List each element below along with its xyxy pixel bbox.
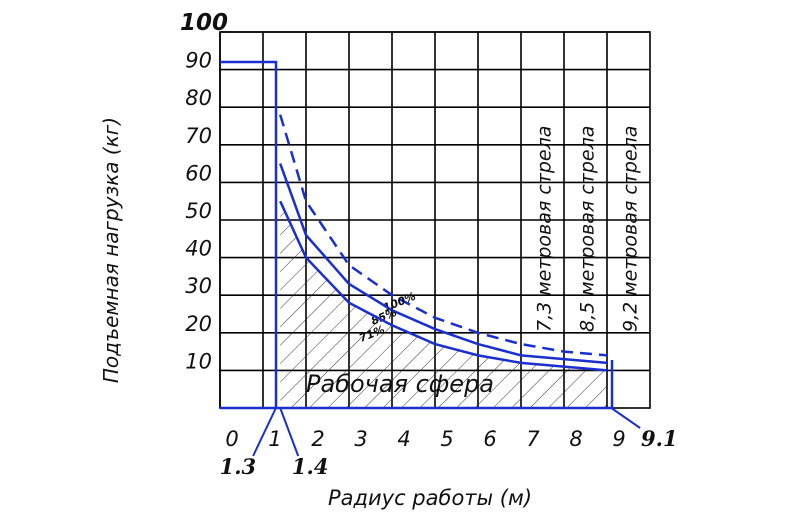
series-line [279, 200, 608, 372]
special-tick-label: 1.3 [220, 454, 257, 479]
x-tick-label: 0 [225, 427, 238, 451]
x-tick-label: 7 [526, 427, 540, 451]
y-tick-label: 40 [185, 237, 212, 261]
boom-label: 7,3 метровая стрела [534, 126, 556, 332]
special-tick-label: 9.1 [641, 426, 678, 451]
y-tick-label: 30 [185, 274, 212, 298]
special-tick [279, 407, 300, 457]
y-tick-label: 60 [185, 161, 212, 185]
x-tick-label: 3 [354, 427, 367, 451]
x-axis-label: Радиус работы (м) [328, 486, 532, 510]
y-tick-label: 20 [185, 312, 212, 336]
boom-label: 8,5 метровая стрела [577, 126, 599, 332]
boundary [220, 60, 614, 410]
y-tick-label: 80 [185, 86, 212, 110]
x-tick-label: 4 [397, 427, 410, 451]
series-line [279, 114, 608, 357]
y-tick-label: 100 [180, 10, 228, 36]
y-axis-label: Подъемная нагрузка (кг) [99, 117, 123, 383]
special-tick [252, 407, 277, 457]
plot-area [219, 31, 651, 409]
boom-label: 9,2 метровая стрела [620, 126, 642, 332]
y-tick-label: 90 [185, 49, 212, 73]
y-tick-label: 10 [185, 349, 212, 373]
special-tick-label: 1.4 [292, 454, 329, 479]
series-line [279, 163, 608, 365]
working-area [280, 201, 607, 408]
x-tick-label: 2 [311, 427, 324, 451]
x-tick-label: 9 [612, 427, 625, 451]
y-tick-label: 70 [185, 124, 212, 148]
special-tick [610, 407, 641, 429]
area-label: Рабочая сфера [306, 370, 494, 398]
y-tick-label: 50 [185, 199, 212, 223]
x-tick-label: 5 [440, 427, 453, 451]
x-tick-label: 1 [268, 427, 281, 451]
x-tick-label: 6 [483, 427, 496, 451]
x-tick-label: 8 [569, 427, 582, 451]
